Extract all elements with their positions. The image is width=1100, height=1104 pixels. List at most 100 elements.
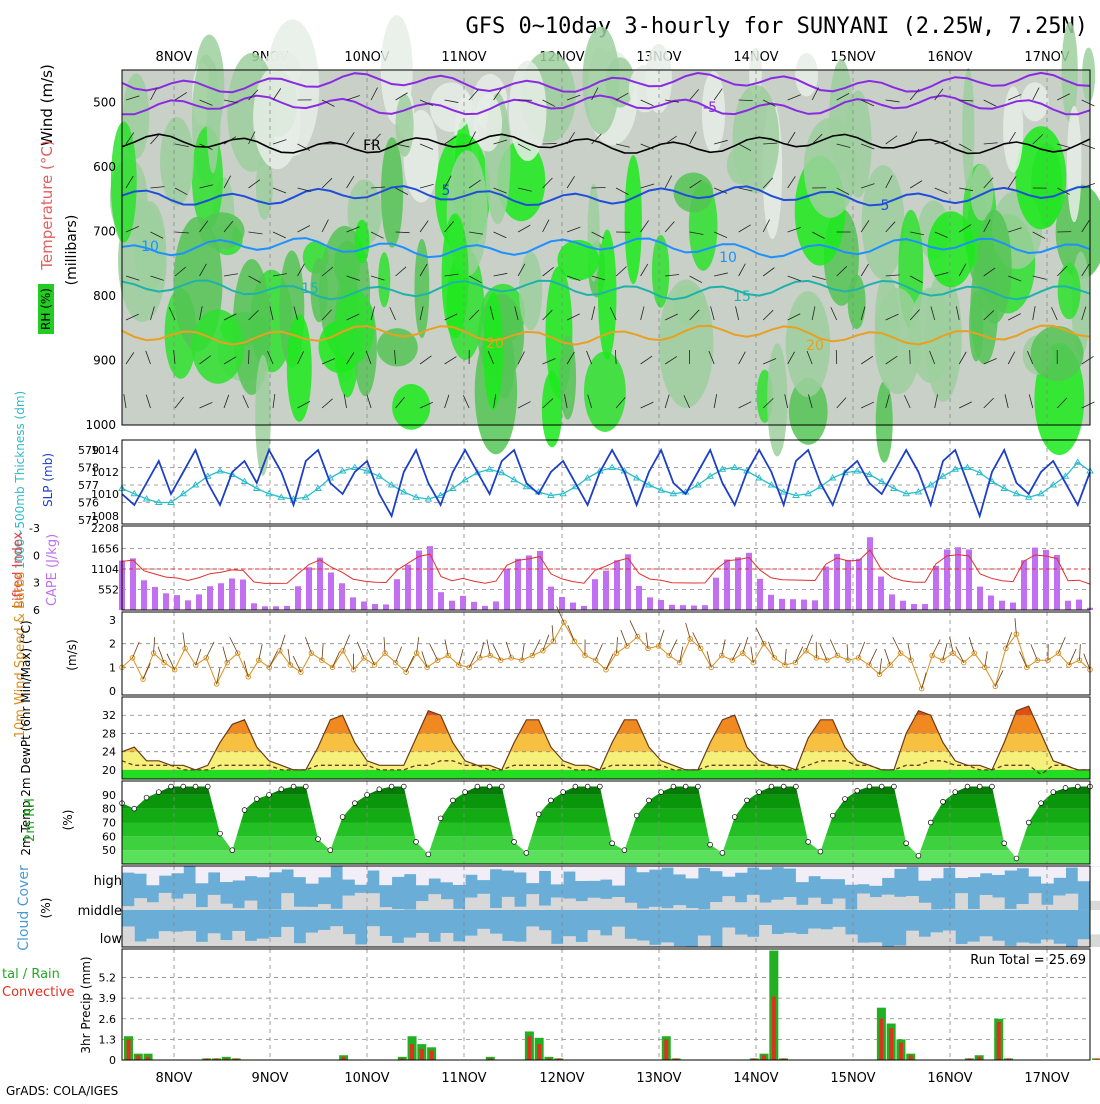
cloud-high-bar: [612, 866, 625, 886]
rh-blob: [160, 117, 194, 206]
cloud-middle-bar: [183, 894, 196, 910]
cape-bar: [1032, 548, 1038, 610]
rh-blob: [392, 384, 430, 430]
cloud-low-bar: [416, 933, 429, 947]
cloud-high-bar: [379, 866, 392, 885]
date-label-bottom: 11NOV: [441, 1071, 486, 1086]
rh-marker: [781, 784, 786, 789]
rh-marker: [181, 784, 186, 789]
rh-blob: [977, 210, 1012, 324]
cloud-middle-bar: [882, 895, 895, 910]
rh-marker: [1014, 856, 1019, 861]
cape-bar: [680, 605, 686, 610]
cloud-low-bar: [1090, 934, 1100, 947]
precip-rain-bar: [772, 997, 776, 1060]
cloud-middle-bar: [588, 898, 601, 910]
cloud-high-bar: [257, 866, 270, 877]
rh-blob: [377, 328, 418, 366]
cloud-middle-bar: [330, 909, 343, 910]
rh-blob: [767, 343, 787, 456]
cape-bar: [471, 602, 477, 610]
wind-speed-line: [122, 622, 1090, 688]
cape-bar: [196, 594, 202, 610]
cloud-low-bar: [943, 931, 956, 947]
rh-blob: [629, 65, 661, 112]
cloud-middle-bar: [600, 899, 613, 910]
wind-barb: [230, 637, 238, 653]
cloud-middle-bar: [1065, 894, 1078, 910]
wind-barb: [493, 644, 501, 660]
cape-bar: [152, 587, 158, 610]
rh-marker: [1075, 784, 1080, 789]
isotherm-label: 15: [301, 281, 319, 297]
precip-tick: 3.9: [99, 992, 117, 1005]
rh-blob: [192, 309, 245, 383]
precip-rain-bar: [420, 1049, 424, 1060]
date-label-top: 16NOV: [927, 50, 972, 65]
cloud-low-bar: [379, 936, 392, 947]
rh-marker: [365, 792, 370, 797]
rh-marker: [965, 784, 970, 789]
rh-blob: [874, 288, 921, 394]
cloud-low-bar: [196, 942, 209, 947]
wind-barb: [908, 644, 911, 660]
cape-bar: [229, 578, 235, 610]
cloud-middle-bar: [294, 907, 307, 910]
cape-bar: [416, 551, 422, 610]
cloud-high-bar: [955, 866, 968, 878]
cape-bar: [1010, 603, 1016, 610]
rh-marker: [169, 784, 174, 789]
cloud-low-bar: [220, 940, 233, 947]
precip-rain-bar: [136, 1055, 140, 1060]
cloud-low-bar: [526, 926, 539, 947]
cloud-middle-bar: [1053, 895, 1066, 910]
precip-rain-bar: [899, 1043, 903, 1060]
cape-bar: [163, 593, 169, 610]
cape-bar: [240, 580, 246, 610]
pressure-tick: 900: [93, 353, 116, 367]
cape-bar: [559, 597, 565, 610]
wind-barb: [480, 642, 484, 658]
wind-barb: [1058, 637, 1065, 653]
cloud-middle-bar: [502, 897, 515, 910]
cape-bar: [185, 600, 191, 610]
cape-tick: 1104: [91, 563, 119, 576]
date-label-bottom: 9NOV: [252, 1071, 289, 1086]
cloud-middle-bar: [1090, 901, 1100, 910]
cloud-middle-bar: [232, 908, 245, 910]
cloud-high-bar: [686, 866, 699, 878]
cape-tick: 2208: [91, 522, 119, 535]
cloud-high-bar: [441, 866, 454, 882]
cape-bar: [130, 558, 136, 610]
chart-title: GFS 0~10day 3-hourly for SUNYANI (2.25W,…: [465, 14, 1088, 39]
cape-tick: 552: [98, 584, 119, 597]
rh-tick: 60: [102, 830, 116, 843]
cape-bar: [207, 586, 213, 610]
cloud-low-bar: [392, 943, 405, 947]
cape-bar: [691, 606, 697, 610]
cloud-middle-bar: [710, 902, 723, 910]
rh-tick: 80: [102, 803, 116, 816]
cape-bar: [779, 599, 785, 610]
cloud-high-bar: [649, 866, 662, 870]
cape-bar: [273, 606, 279, 610]
rh-blob: [509, 61, 546, 162]
rh-marker: [597, 784, 602, 789]
cloud-middle-bar: [612, 897, 625, 910]
upper-wind-barb: [543, 143, 557, 144]
cloud-low-bar: [722, 927, 735, 947]
cloud-middle-bar: [955, 893, 968, 910]
rh-marker: [916, 853, 921, 858]
cloud-middle-bar: [477, 894, 490, 910]
rh-marker: [499, 784, 504, 789]
rh-marker: [695, 784, 700, 789]
precip-tick: 0: [109, 1054, 116, 1067]
wind-barb: [1031, 644, 1038, 660]
cloud-low-bar: [294, 943, 307, 947]
cloud-high-bar: [294, 866, 307, 877]
cloud-middle-bar: [747, 895, 760, 910]
temp-tick: 24: [102, 746, 116, 759]
wind-barb: [795, 647, 802, 663]
precip-legend-convective: Convective: [2, 985, 75, 1000]
